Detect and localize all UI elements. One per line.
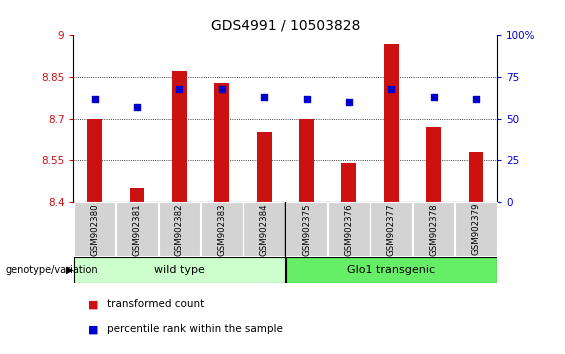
- Text: wild type: wild type: [154, 265, 205, 275]
- Text: Glo1 transgenic: Glo1 transgenic: [347, 265, 435, 275]
- FancyBboxPatch shape: [159, 202, 200, 256]
- Text: GSM902379: GSM902379: [472, 203, 480, 256]
- Point: [90, 96, 99, 102]
- Text: GSM902375: GSM902375: [302, 203, 311, 256]
- Point: [344, 99, 354, 105]
- Point: [259, 94, 269, 100]
- Point: [302, 96, 311, 102]
- FancyBboxPatch shape: [74, 257, 285, 283]
- Title: GDS4991 / 10503828: GDS4991 / 10503828: [211, 19, 360, 33]
- Text: transformed count: transformed count: [107, 299, 205, 309]
- Text: GSM902382: GSM902382: [175, 203, 184, 256]
- Bar: [172, 72, 187, 202]
- Text: GSM902380: GSM902380: [90, 203, 99, 256]
- FancyBboxPatch shape: [244, 202, 285, 256]
- FancyBboxPatch shape: [371, 202, 412, 256]
- Point: [471, 96, 480, 102]
- Bar: [384, 44, 399, 202]
- FancyBboxPatch shape: [201, 202, 242, 256]
- Text: GSM902384: GSM902384: [260, 203, 268, 256]
- Bar: [468, 152, 484, 202]
- FancyBboxPatch shape: [74, 202, 115, 256]
- Text: GSM902381: GSM902381: [133, 203, 141, 256]
- FancyBboxPatch shape: [413, 202, 454, 256]
- Bar: [214, 82, 229, 202]
- FancyBboxPatch shape: [328, 202, 370, 256]
- Point: [386, 86, 396, 91]
- FancyBboxPatch shape: [286, 257, 497, 283]
- Text: GSM902378: GSM902378: [429, 203, 438, 256]
- Point: [175, 86, 184, 91]
- Text: genotype/variation: genotype/variation: [6, 265, 98, 275]
- Point: [132, 104, 141, 110]
- Text: GSM902377: GSM902377: [387, 203, 396, 256]
- Text: ▶: ▶: [66, 265, 73, 275]
- Text: GSM902383: GSM902383: [218, 203, 226, 256]
- Text: GSM902376: GSM902376: [345, 203, 353, 256]
- Bar: [129, 188, 145, 202]
- FancyBboxPatch shape: [116, 202, 158, 256]
- Bar: [426, 127, 441, 202]
- FancyBboxPatch shape: [455, 202, 497, 256]
- Bar: [87, 119, 102, 202]
- Bar: [341, 163, 357, 202]
- Bar: [257, 132, 272, 202]
- Bar: [299, 119, 314, 202]
- Text: percentile rank within the sample: percentile rank within the sample: [107, 324, 283, 334]
- Text: ■: ■: [88, 324, 98, 334]
- Text: ■: ■: [88, 299, 98, 309]
- FancyBboxPatch shape: [286, 202, 327, 256]
- Point: [217, 86, 226, 91]
- Point: [429, 94, 438, 100]
